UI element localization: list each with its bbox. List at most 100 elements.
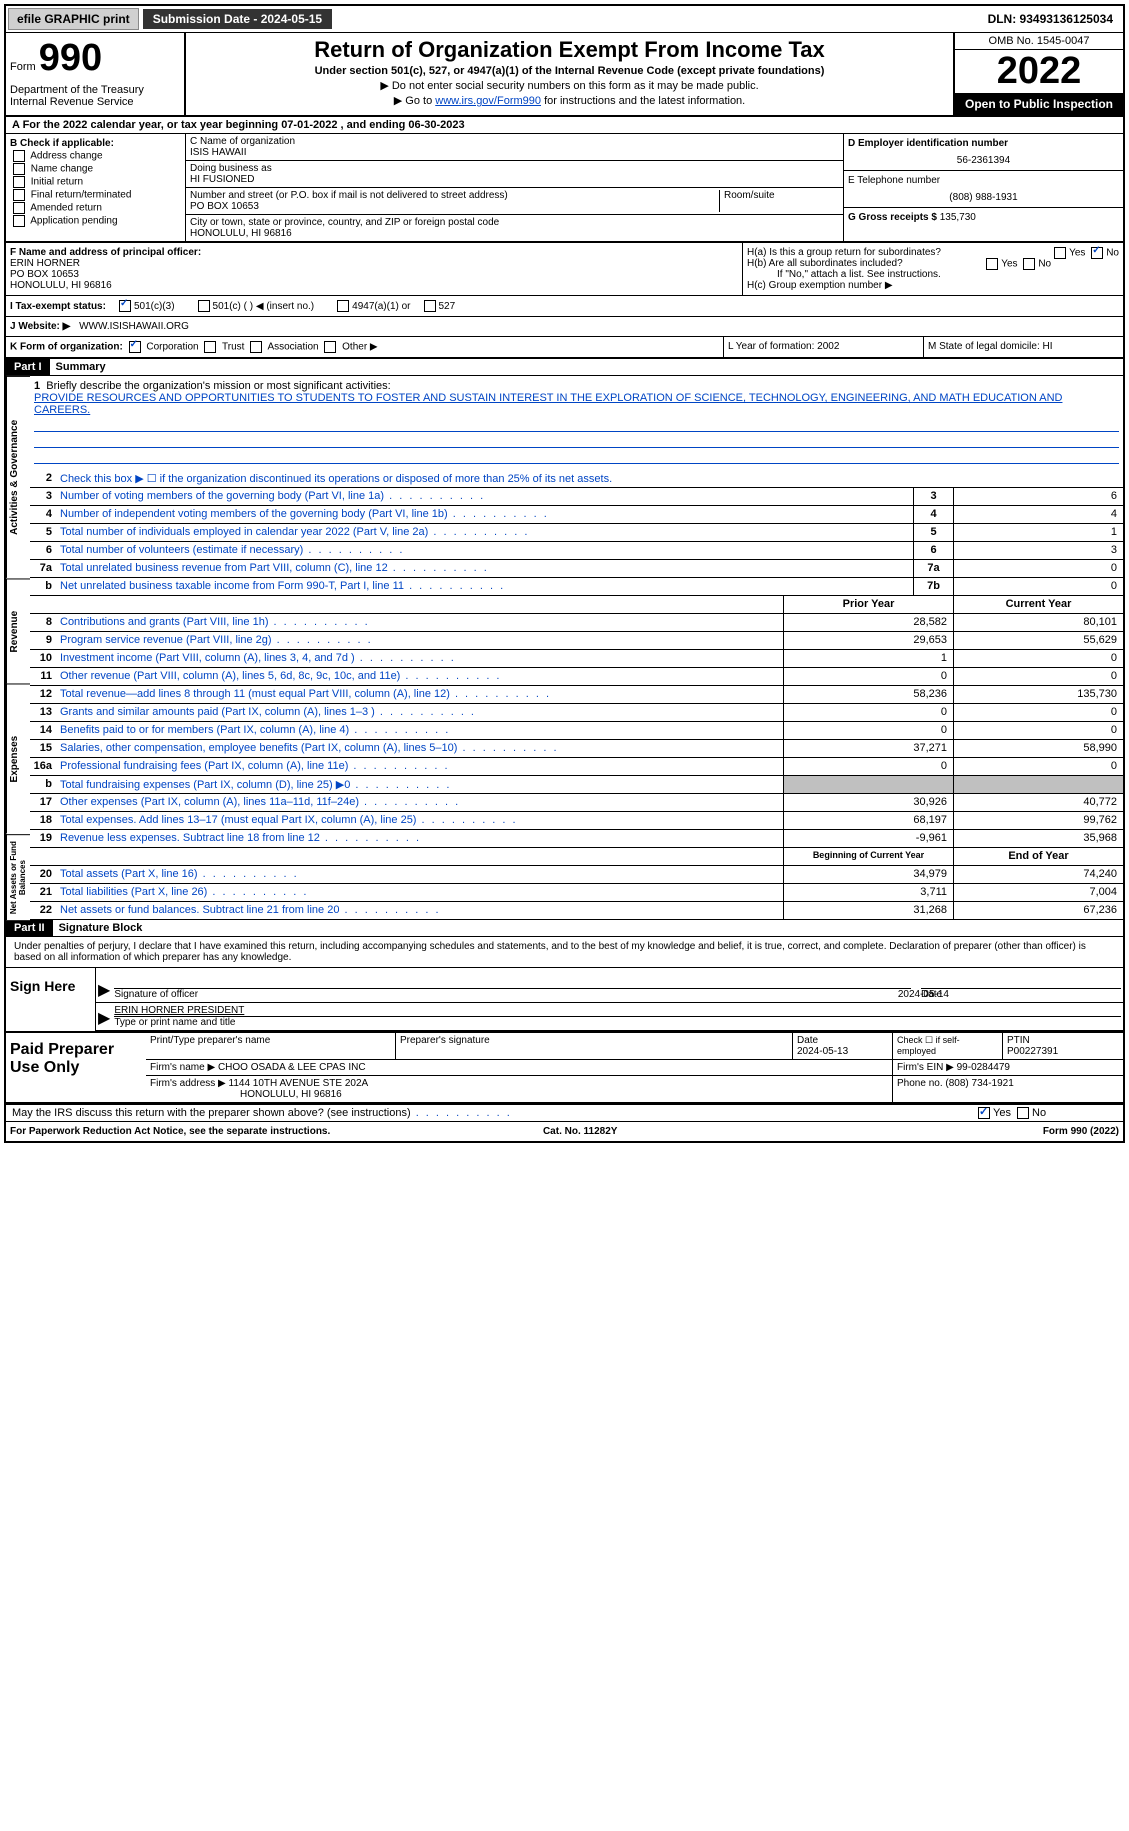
officer-addr2: HONOLULU, HI 96816 [10,280,738,291]
j-label: J Website: ▶ [10,321,70,332]
chk-app-pending[interactable]: Application pending [10,215,181,227]
arrow-icon: ▶ [98,980,110,1000]
chk-527[interactable] [424,300,436,312]
vtab-revenue: Revenue [6,578,30,683]
officer-row: F Name and address of principal officer:… [6,243,1123,296]
line-10: 10Investment income (Part VIII, column (… [30,650,1123,668]
line-9: 9Program service revenue (Part VIII, lin… [30,632,1123,650]
paid-preparer-label: Paid Preparer Use Only [6,1033,146,1102]
perjury-declaration: Under penalties of perjury, I declare th… [6,937,1123,967]
part2-header: Part II Signature Block [6,920,1123,937]
line-20: 20Total assets (Part X, line 16)34,97974… [30,866,1123,884]
ssn-warning: ▶ Do not enter social security numbers o… [190,79,949,92]
current-val: 7,004 [953,884,1123,901]
chk-address-change[interactable]: Address change [10,150,181,162]
irs-link[interactable]: www.irs.gov/Form990 [435,95,541,107]
chk-final-return[interactable]: Final return/terminated [10,189,181,201]
room-label: Room/suite [724,190,839,201]
mission-text: PROVIDE RESOURCES AND OPPORTUNITIES TO S… [34,392,1119,416]
line-7a-text: Total unrelated business revenue from Pa… [58,560,913,577]
col-b-checkboxes: B Check if applicable: Address change Na… [6,134,186,241]
cat-no: Cat. No. 11282Y [543,1126,617,1137]
line-text: Net assets or fund balances. Subtract li… [58,902,783,919]
opt-other: Other ▶ [342,342,377,353]
discuss-text: May the IRS discuss this return with the… [6,1105,973,1121]
line-2: 2Check this box ▶ ☐ if the organization … [30,470,1123,488]
current-val: 55,629 [953,632,1123,649]
line-15: 15Salaries, other compensation, employee… [30,740,1123,758]
tel-label: E Telephone number [848,175,1119,186]
line-12: 12Total revenue—add lines 8 through 11 (… [30,686,1123,704]
officer-typed-name: ERIN HORNER PRESIDENT [114,1005,1121,1016]
chk-assoc[interactable] [250,341,262,353]
chk-amended[interactable]: Amended return [10,202,181,214]
opt-4947: 4947(a)(1) or [352,301,410,312]
prior-val: 0 [783,668,953,685]
chk-label: Address change [30,151,102,162]
chk-4947[interactable] [337,300,349,312]
chk-other[interactable] [324,341,336,353]
officer-name-line: ▶ ERIN HORNER PRESIDENT Type or print na… [96,1003,1123,1031]
chk-corp[interactable] [129,341,141,353]
chk-trust[interactable] [204,341,216,353]
ha-yes[interactable] [1054,247,1066,259]
discuss-no[interactable] [1017,1107,1029,1119]
line-b: bTotal fundraising expenses (Part IX, co… [30,776,1123,794]
current-val: 0 [953,704,1123,721]
line-6-text: Total number of volunteers (estimate if … [58,542,913,559]
line-text: Other revenue (Part VIII, column (A), li… [58,668,783,685]
chk-501c[interactable] [198,300,210,312]
section-a: A For the 2022 calendar year, or tax yea… [6,117,1123,134]
line-16a: 16aProfessional fundraising fees (Part I… [30,758,1123,776]
hb-yes[interactable] [986,258,998,270]
line-13: 13Grants and similar amounts paid (Part … [30,704,1123,722]
current-val [953,776,1123,793]
header-right-box: OMB No. 1545-0047 2022 Open to Public In… [953,33,1123,115]
chk-label: Amended return [30,203,102,214]
line-text: Investment income (Part VIII, column (A)… [58,650,783,667]
topbar: efile GRAPHIC print Submission Date - 20… [6,6,1123,33]
efile-print-button[interactable]: efile GRAPHIC print [8,8,139,30]
chk-501c3[interactable] [119,300,131,312]
chk-label: Initial return [31,177,83,188]
h-a: H(a) Is this a group return for subordin… [747,247,941,258]
ha-no[interactable] [1091,247,1103,259]
line-14: 14Benefits paid to or for members (Part … [30,722,1123,740]
line-7b-text: Net unrelated business taxable income fr… [58,578,913,595]
current-val: 0 [953,650,1123,667]
city-state-zip: HONOLULU, HI 96816 [190,228,839,239]
hb-no[interactable] [1023,258,1035,270]
line-19: 19Revenue less expenses. Subtract line 1… [30,830,1123,848]
col-headers-2: Beginning of Current YearEnd of Year [30,848,1123,866]
goto-pre: ▶ Go to [394,95,435,107]
dba: HI FUSIONED [190,174,839,185]
prior-val: 34,979 [783,866,953,883]
vtab-governance: Activities & Governance [6,376,30,578]
prep-row-2: Firm's name ▶ CHOO OSADA & LEE CPAS INC … [146,1060,1123,1076]
chk-initial-return[interactable]: Initial return [10,176,181,188]
prior-val: 30,926 [783,794,953,811]
line-text: Benefits paid to or for members (Part IX… [58,722,783,739]
part1-badge: Part I [6,359,50,375]
summary-section: Activities & Governance Revenue Expenses… [6,376,1123,920]
line-22: 22Net assets or fund balances. Subtract … [30,902,1123,920]
chk-name-change[interactable]: Name change [10,163,181,175]
officer-name: ERIN HORNER [10,258,738,269]
prep-name-label: Print/Type preparer's name [146,1033,396,1059]
addr-label: Number and street (or P.O. box if mail i… [190,190,719,201]
line-4: 4Number of independent voting members of… [30,506,1123,524]
vtab-expenses: Expenses [6,683,30,833]
firm-city: HONOLULU, HI 96816 [240,1089,342,1100]
prep-self-employed: Check ☐ if self-employed [893,1033,1003,1059]
line-3-text: Number of voting members of the governin… [58,488,913,505]
current-val: 99,762 [953,812,1123,829]
prior-val: 28,582 [783,614,953,631]
line-text: Revenue less expenses. Subtract line 18 … [58,830,783,847]
prior-val: 58,236 [783,686,953,703]
form-title: Return of Organization Exempt From Incom… [190,37,949,63]
principal-officer: F Name and address of principal officer:… [6,243,743,295]
part1-title: Summary [50,359,112,375]
discuss-yes[interactable] [978,1107,990,1119]
line-7b-val: 0 [953,578,1123,595]
line-7b: bNet unrelated business taxable income f… [30,578,1123,596]
